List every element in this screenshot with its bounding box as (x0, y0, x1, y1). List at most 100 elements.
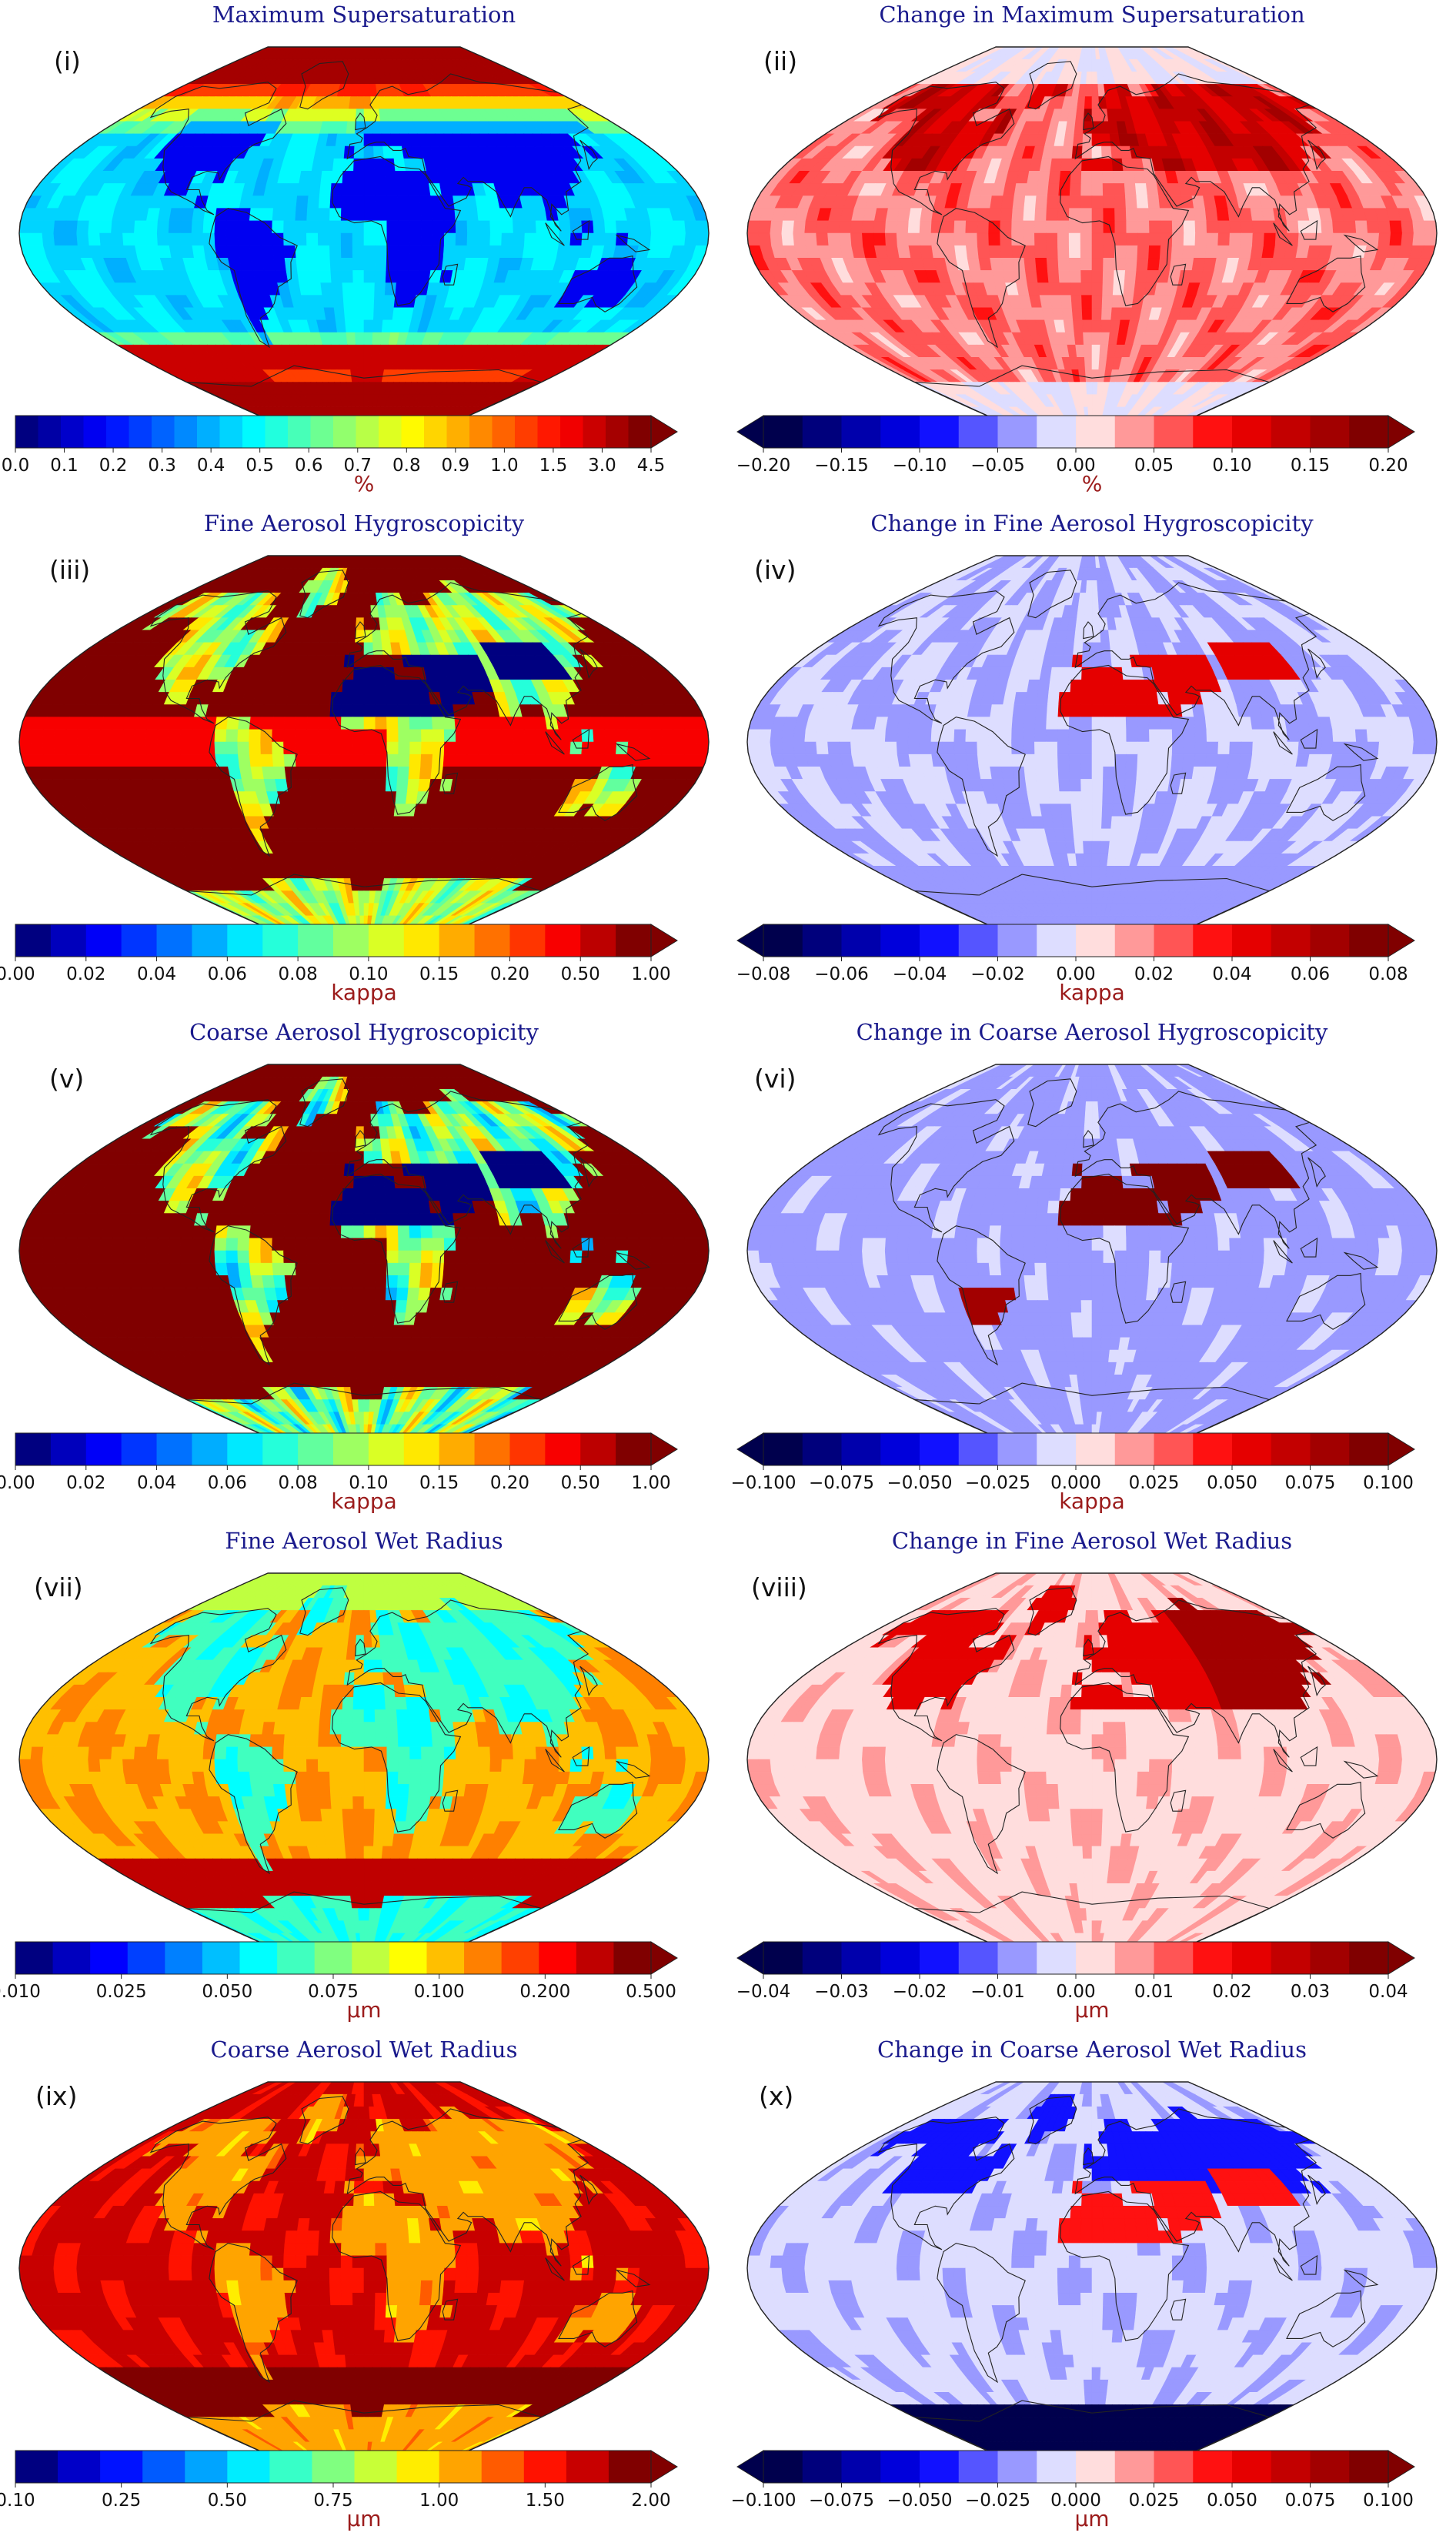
colorbar-segment (880, 416, 920, 448)
colorbar-extend-max (1388, 415, 1415, 449)
colorbar-tick-label: 0.50 (208, 2491, 247, 2511)
colorbar-tick-label: −0.20 (736, 456, 790, 476)
colorbar-segment (1114, 1942, 1154, 1974)
colorbar-segment (576, 1942, 614, 1974)
colorbar-tick-label: 0.00 (1056, 964, 1095, 984)
colorbar-segment (1349, 1942, 1389, 1974)
colorbar-tick-label: −0.100 (730, 1473, 796, 1493)
colorbar-segment (580, 924, 616, 957)
colorbar-segment (920, 1433, 960, 1465)
colorbar-tick-label: 0.25 (102, 2491, 141, 2511)
colorbar-segment (1114, 1433, 1154, 1465)
colorbar-segment (920, 924, 960, 957)
colorbar-segment (481, 2451, 525, 2483)
colorbar-tick-label: −0.06 (814, 964, 868, 984)
colorbar-segment (142, 2451, 185, 2483)
panel-title: Coarse Aerosol Hygroscopicity (189, 1019, 539, 1045)
colorbar-extend-min (736, 1941, 764, 1975)
colorbar-segment (439, 2451, 483, 2483)
colorbar-segment (515, 416, 538, 448)
colorbar-tick-label: 0.100 (1363, 1473, 1414, 1493)
colorbar-segment (958, 924, 998, 957)
coastlines (877, 1078, 1379, 1437)
colorbar-tick-label: 0.00 (1056, 1982, 1095, 2002)
coastlines (877, 2096, 1379, 2454)
colorbar-segment (310, 416, 334, 448)
panel-label: (vi) (754, 1064, 796, 1094)
map-max-supersaturation: 0.0 0.1 0.2 0.3 0.4 0.5 0.6 0.7 0.8 0.9 1.0 1.5 3.0 4… (2, 46, 710, 476)
colorbar-segment (1076, 1433, 1116, 1465)
colorbar-tick-label: 0.4 (197, 456, 225, 476)
colorbar-tick-label: 0.00 (1056, 456, 1095, 476)
panel-coarse-hygroscopicity: Coarse Aerosol Hygroscopicity (v) 0.00 0.… (0, 1017, 728, 1526)
colorbar-tick-label: 0.20 (490, 1473, 529, 1493)
colorbar-segment (880, 924, 920, 957)
colorbar-tick-label: −0.04 (893, 964, 947, 984)
colorbar-segment (1232, 1942, 1272, 1974)
colorbar-tick-label: 0.1 (50, 456, 78, 476)
colorbar-segment (368, 1433, 405, 1465)
colorbar: −0.100 −0.075 −0.050 −0.025 0.000 0.025 0.050 0… (730, 1432, 1415, 1493)
coastlines (149, 61, 651, 419)
coastlines (149, 570, 651, 928)
colorbar-segment (583, 416, 606, 448)
panel-label: (iii) (49, 555, 91, 585)
colorbar-extend-max (1388, 924, 1415, 957)
colorbar-segment (608, 2451, 652, 2483)
colorbar-segment (628, 416, 652, 448)
colorbar-segment (352, 1942, 390, 1974)
map-field (747, 47, 1437, 419)
colorbar-unit-label: µm (1074, 1997, 1110, 2023)
colorbar-segment (763, 1433, 803, 1465)
colorbar-segment (841, 924, 881, 957)
colorbar-tick-label: 0.04 (137, 1473, 176, 1493)
colorbar-tick-label: 0.3 (148, 456, 176, 476)
coastlines (149, 1587, 651, 1946)
colorbar-segment (61, 416, 84, 448)
panel-coarse-wet-radius: Coarse Aerosol Wet Radius (ix) 0.10 0.25 0… (0, 2035, 728, 2544)
panel-label: (x) (759, 2081, 794, 2111)
colorbar-unit-label: µm (346, 2506, 382, 2531)
panel-change-fine-hygroscopicity: Change in Fine Aerosol Hygroscopicity (i… (728, 509, 1456, 1017)
panel-change-coarse-wet-radius: Change in Coarse Aerosol Wet Radius (x) … (728, 2035, 1456, 2544)
colorbar-tick-label: 0.00 (0, 1473, 35, 1493)
colorbar-segment (474, 1433, 510, 1465)
colorbar-segment (1232, 2451, 1272, 2483)
colorbar-tick-label: 0.05 (1134, 456, 1174, 476)
map-fine-hygroscopicity: 0.00 0.02 0.04 0.06 0.08 0.10 0.15 0.20 0.50 1.00 (0, 555, 710, 984)
colorbar-tick-label: 0.025 (1129, 1473, 1180, 1493)
map-field (747, 1064, 1437, 1437)
colorbar-segment (920, 1942, 960, 1974)
colorbar-segment (202, 1942, 241, 1974)
colorbar-unit-label: µm (1074, 2506, 1110, 2531)
map-coarse-hygroscopicity: 0.00 0.02 0.04 0.06 0.08 0.10 0.15 0.20 0.50 1.00 (0, 1064, 710, 1493)
colorbar-segment (396, 2451, 440, 2483)
colorbar-tick-label: −0.075 (809, 1473, 874, 1493)
colorbar-tick-label: 0.06 (1291, 964, 1330, 984)
colorbar-segment (1232, 924, 1272, 957)
colorbar-segment (763, 924, 803, 957)
panel-label: (iv) (754, 555, 796, 585)
colorbar-segment (1193, 1942, 1233, 1974)
colorbar-segment (997, 924, 1037, 957)
colorbar-segment (1154, 416, 1194, 448)
colorbar-tick-label: 1.50 (526, 2491, 565, 2511)
colorbar-segment (1193, 416, 1233, 448)
panel-change-fine-wet-radius: Change in Fine Aerosol Wet Radius (viii)… (728, 1526, 1456, 2035)
colorbar-segment (920, 2451, 960, 2483)
colorbar-segment (1310, 1433, 1350, 1465)
coastlines (149, 1078, 651, 1437)
panel-title: Fine Aerosol Hygroscopicity (203, 510, 525, 536)
colorbar-tick-label: 0.9 (442, 456, 470, 476)
colorbar-segment (1271, 1433, 1311, 1465)
colorbar-segment (997, 2451, 1037, 2483)
colorbar-tick-label: 0.02 (1212, 1982, 1251, 2002)
colorbar-segment (560, 416, 583, 448)
panel-title: Change in Maximum Supersaturation (879, 2, 1305, 28)
colorbar-tick-label: −0.100 (730, 2491, 796, 2511)
colorbar-segment (15, 2451, 58, 2483)
colorbar-segment (763, 416, 803, 448)
colorbar-segment (566, 2451, 609, 2483)
colorbar-segment (1193, 924, 1233, 957)
